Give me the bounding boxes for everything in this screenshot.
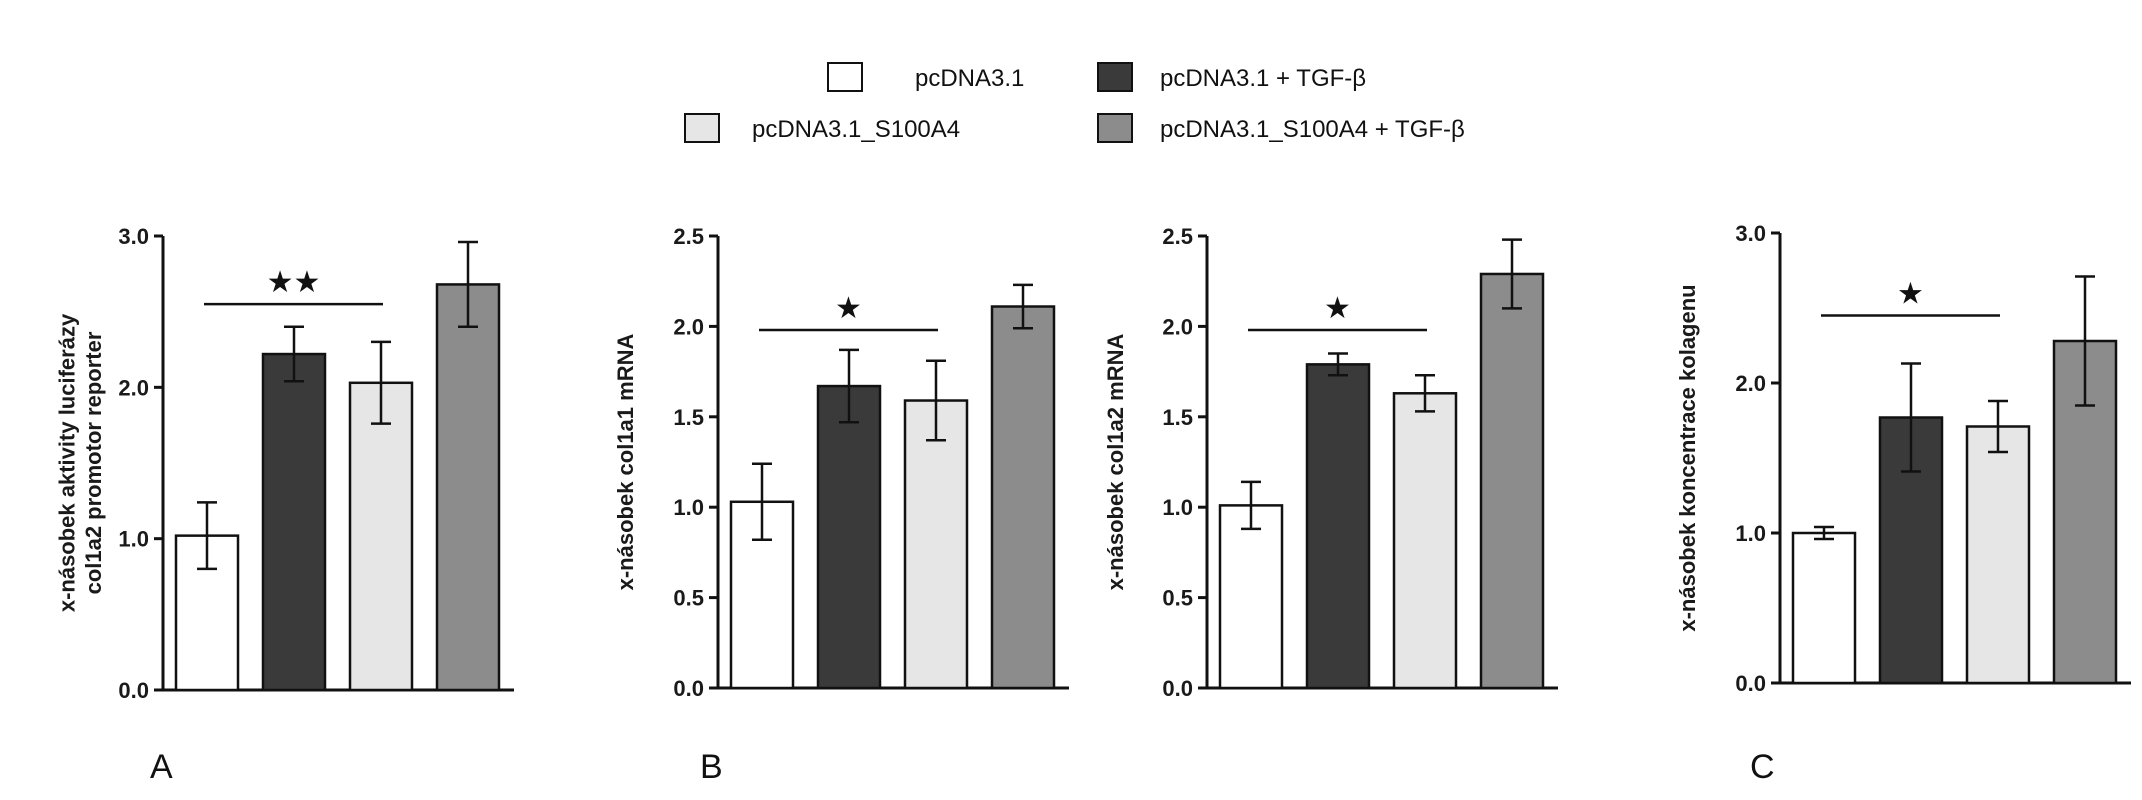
y-tick-label: 1.0 (1162, 495, 1193, 520)
y-tick-label: 3.0 (1735, 221, 1766, 246)
y-tick-label: 0.0 (118, 678, 149, 703)
y-tick-label: 2.0 (673, 314, 704, 339)
y-tick-label: 1.0 (118, 527, 149, 552)
y-axis-label: x-násobek koncentrace kolagenu (1675, 284, 1700, 631)
legend-label-pcdna: pcDNA3.1 (915, 65, 1024, 92)
significance-marker: ★★ (267, 265, 321, 300)
panel-label-b: B (700, 748, 723, 786)
bar-2 (1392, 392, 1458, 690)
legend-swatch-s100a4-tgf (1097, 113, 1133, 143)
legend-swatch-s100a4 (684, 113, 720, 143)
panel-label-a: A (150, 748, 173, 786)
bar-3 (1479, 272, 1545, 690)
legend-item-s100a4-tgf: pcDNA3.1_S100A4 + TGF-β (1097, 113, 1465, 143)
legend-swatch-pcdna (827, 62, 863, 92)
significance-marker: ★ (1897, 277, 1924, 312)
y-tick-label: 1.0 (1735, 521, 1766, 546)
y-tick-label: 0.5 (1162, 586, 1193, 611)
legend: pcDNA3.1 pcDNA3.1 + TGF-β pcDNA3.1_S100A… (684, 62, 1465, 143)
legend-label-pcdna-tgf: pcDNA3.1 + TGF-β (1160, 65, 1366, 92)
chart-collagen-concentration: 0.0 1.0 2.0 3.0 x-násobek koncentrace kolage… (1675, 221, 2131, 696)
bar-3 (435, 283, 501, 692)
bar-1 (1305, 363, 1371, 690)
panel-label-c: C (1750, 748, 1775, 786)
y-axis-label: x-násobek col1a1 mRNA (613, 334, 638, 591)
y-tick-label: 0.0 (1735, 671, 1766, 696)
chart-luciferase: 0.0 1.0 2.0 3.0 x-násobek aktivity luciferáz… (55, 224, 514, 703)
y-tick-label: 2.5 (673, 224, 704, 249)
significance-marker: ★ (835, 291, 862, 326)
y-tick-label: 3.0 (118, 224, 149, 249)
y-tick-label: 0.0 (673, 676, 704, 701)
legend-swatch-pcdna-tgf (1097, 62, 1133, 92)
bar-2 (903, 399, 969, 690)
y-tick-label: 2.0 (1735, 371, 1766, 396)
y-tick-label: 1.5 (1162, 405, 1193, 430)
legend-item-pcdna-tgf: pcDNA3.1 + TGF-β (1097, 62, 1366, 92)
bar-2 (348, 381, 414, 692)
legend-label-s100a4: pcDNA3.1_S100A4 (752, 116, 960, 143)
y-tick-label: 1.0 (673, 495, 704, 520)
legend-label-s100a4-tgf: pcDNA3.1_S100A4 + TGF-β (1160, 116, 1465, 143)
bar-1 (261, 352, 327, 692)
y-tick-label: 1.5 (673, 405, 704, 430)
y-tick-label: 2.5 (1162, 224, 1193, 249)
legend-item-s100a4: pcDNA3.1_S100A4 (684, 113, 960, 143)
bar-2 (1965, 425, 2031, 685)
y-axis-label: x-násobek aktivity luciferázycol1a2 prom… (55, 313, 106, 612)
bar-0 (1791, 531, 1857, 685)
y-tick-label: 0.5 (673, 586, 704, 611)
bar-3 (990, 305, 1056, 690)
chart-col1a1-mrna: 0.0 0.5 1.0 1.5 2.0 2.5 x-násobek col1a1 mRNA ★ (613, 224, 1069, 701)
legend-item-pcdna: pcDNA3.1 (827, 62, 1024, 92)
y-tick-label: 2.0 (118, 375, 149, 400)
y-axis-label: x-násobek col1a2 mRNA (1103, 334, 1128, 591)
y-tick-label: 2.0 (1162, 314, 1193, 339)
bar-1 (816, 384, 882, 690)
bar-0 (1218, 504, 1284, 690)
significance-marker: ★ (1324, 291, 1351, 326)
y-tick-label: 0.0 (1162, 676, 1193, 701)
chart-col1a2-mrna: 0.0 0.5 1.0 1.5 2.0 2.5 x-násobek col1a2 mRNA ★ (1103, 224, 1558, 701)
